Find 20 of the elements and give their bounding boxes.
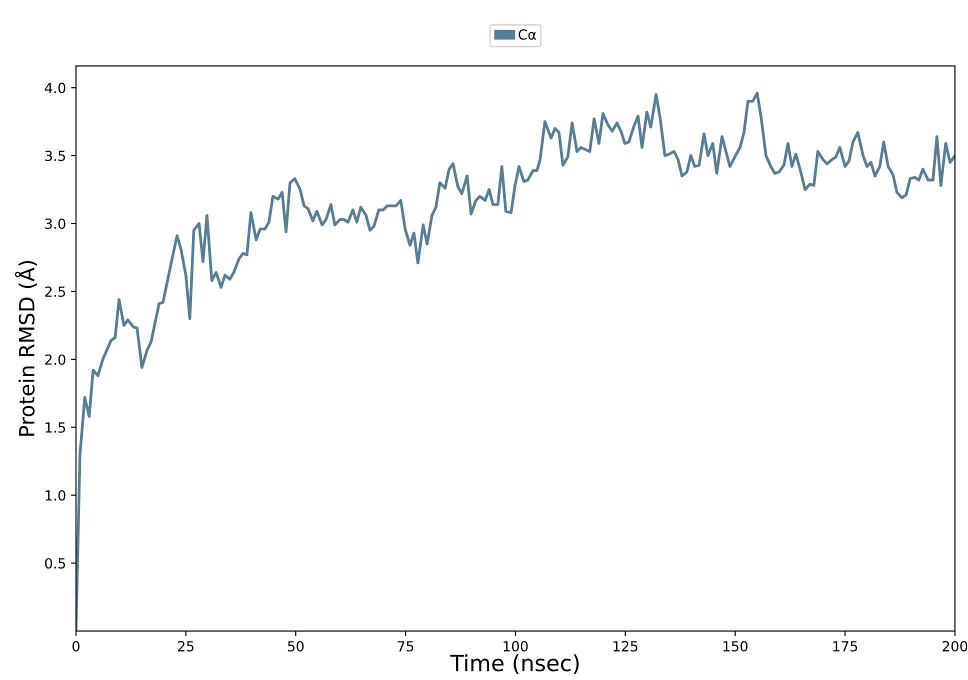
x-tick-label: 0 xyxy=(72,641,80,652)
legend-label: Cα xyxy=(518,29,536,40)
x-tick-label: 25 xyxy=(178,641,194,652)
y-tick-label: 3.0 xyxy=(45,218,66,230)
y-tick-label: 4.0 xyxy=(44,82,66,94)
y-tick-label: 0.5 xyxy=(45,558,66,569)
x-tick-label: 100 xyxy=(504,641,528,652)
y-tick-label: 1.5 xyxy=(46,422,66,433)
y-tick-label: 1.0 xyxy=(46,490,66,501)
x-tick-label: 50 xyxy=(288,641,304,652)
x-tick-label: 175 xyxy=(833,641,858,652)
x-tick-label: 150 xyxy=(723,641,748,652)
x-axis-title: Time (nsec) xyxy=(450,654,579,674)
x-tick-label: 125 xyxy=(614,641,638,652)
x-tick-label: 75 xyxy=(398,641,414,652)
y-tick-label: 2.5 xyxy=(45,286,66,297)
y-tick-label: 2.0 xyxy=(45,354,66,365)
x-tick-label: 200 xyxy=(942,641,968,652)
y-tick-label: 3.5 xyxy=(45,150,66,162)
y-axis-title: Protein RMSD (Å) xyxy=(14,261,38,436)
